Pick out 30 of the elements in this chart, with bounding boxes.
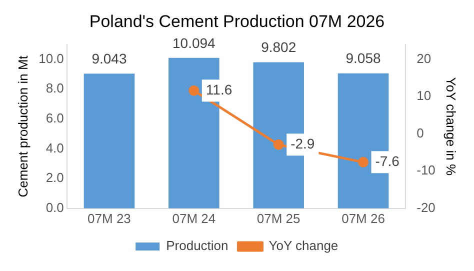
legend-label: YoY change [268,238,338,254]
chart-title: Poland's Cement Production 07M 2026 [89,12,385,31]
point [358,156,369,168]
data-label: 11.6 [206,81,232,98]
x-tick-label: 07M 23 [88,210,131,226]
y-tick-label: 4.0 [46,140,64,156]
y-tick-label: 0.0 [46,200,64,215]
y2-tick-label: 0 [416,125,424,140]
y2-tick-label: 10 [416,88,432,104]
y2-tick-label: -20 [416,200,436,215]
data-label: -7.6 [375,153,400,170]
y2-axis-title: YoY change in % [444,77,459,176]
x-tick-label: 07M 24 [172,210,216,226]
x-tick-label: 07M 25 [256,210,300,226]
data-label: 9.043 [92,50,127,66]
legend-label: Production [166,238,228,254]
data-label: 10.094 [172,34,216,51]
y2-tick-label: -10 [416,162,436,178]
data-label: -2.9 [290,136,315,152]
y-tick-label: 6.0 [46,110,64,126]
point [273,139,284,150]
y-tick-label: 10.0 [38,50,64,66]
y-axis-title: Cement production in Mt [15,55,30,198]
data-label: 9.058 [346,50,381,66]
y-tick-label: 8.0 [46,80,64,96]
y-tick-label: 2.0 [46,170,64,186]
point [188,85,200,96]
x-tick-label: 07M 26 [342,210,385,226]
y2-tick-label: 20 [416,50,432,66]
data-label: 9.802 [261,39,296,56]
